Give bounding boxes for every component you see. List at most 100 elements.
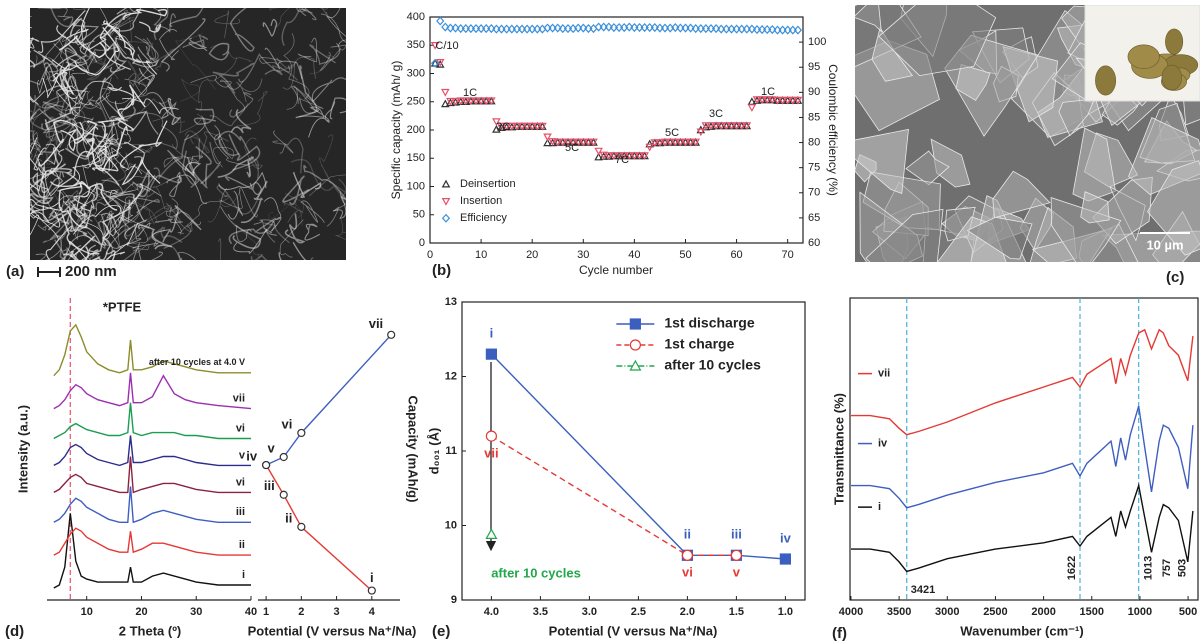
flake bbox=[930, 138, 971, 188]
data-point bbox=[476, 97, 486, 106]
fiber bbox=[123, 9, 168, 21]
x-tick-label: 500 bbox=[1179, 606, 1197, 618]
data-point bbox=[670, 138, 680, 147]
fiber bbox=[94, 142, 120, 186]
fiber bbox=[31, 202, 61, 228]
fiber bbox=[169, 8, 204, 28]
fiber bbox=[128, 144, 153, 154]
data-point bbox=[737, 122, 747, 131]
fiber bbox=[42, 203, 80, 232]
fiber bbox=[261, 220, 290, 244]
x-tick-label: 3500 bbox=[887, 606, 911, 618]
x-tick-label: 70 bbox=[782, 249, 794, 261]
scale-bar-label: 200 nm bbox=[65, 263, 117, 280]
fiber bbox=[268, 8, 290, 28]
data-point bbox=[619, 152, 629, 160]
fiber bbox=[225, 176, 263, 196]
fiber bbox=[121, 97, 179, 114]
x-tick-label: 40 bbox=[245, 606, 257, 618]
sem-image-a bbox=[30, 8, 346, 260]
fiber bbox=[92, 152, 128, 199]
fiber bbox=[319, 134, 334, 184]
series-line bbox=[53, 435, 251, 467]
series-line bbox=[53, 372, 252, 410]
fiber bbox=[62, 251, 108, 260]
fiber bbox=[44, 104, 72, 138]
data-point bbox=[543, 133, 552, 142]
fiber bbox=[30, 169, 55, 192]
fiber bbox=[30, 137, 47, 171]
data-point bbox=[655, 139, 665, 147]
peak-label: 1013 bbox=[1143, 556, 1155, 580]
fiber bbox=[187, 138, 204, 165]
data-point bbox=[573, 138, 583, 147]
fiber bbox=[87, 210, 106, 229]
fiber bbox=[30, 182, 61, 207]
y2-tick-label: 70 bbox=[808, 187, 820, 199]
fiber bbox=[103, 211, 131, 247]
flake bbox=[871, 26, 914, 82]
sample-chunk bbox=[1127, 44, 1160, 69]
legend-label: 1st charge bbox=[664, 336, 734, 352]
data-point bbox=[440, 99, 450, 108]
annotation: *PTFE bbox=[103, 299, 142, 314]
fiber bbox=[300, 200, 325, 224]
data-point bbox=[614, 152, 624, 160]
fiber bbox=[231, 220, 264, 258]
fiber bbox=[217, 130, 251, 156]
fiber bbox=[120, 120, 168, 169]
data-point bbox=[767, 96, 777, 105]
data-point bbox=[757, 96, 767, 105]
fiber bbox=[171, 131, 229, 164]
data-point bbox=[481, 97, 491, 106]
series-line bbox=[265, 334, 392, 466]
fiber bbox=[292, 171, 322, 199]
fiber bbox=[30, 107, 59, 127]
fiber bbox=[273, 130, 294, 154]
data-point bbox=[297, 522, 306, 531]
data-point bbox=[522, 122, 532, 131]
fiber bbox=[283, 33, 310, 100]
data-point bbox=[461, 97, 471, 106]
y-tick-label: 11 bbox=[445, 445, 457, 457]
data-point bbox=[262, 460, 271, 470]
fiber bbox=[74, 24, 87, 50]
fiber bbox=[57, 126, 99, 188]
y2-tick-label: 90 bbox=[808, 86, 820, 98]
data-point bbox=[609, 152, 619, 160]
fiber bbox=[146, 226, 183, 244]
fiber bbox=[98, 118, 135, 138]
fiber bbox=[229, 8, 255, 52]
data-point bbox=[446, 97, 455, 106]
x-tick-label: 2000 bbox=[1031, 606, 1055, 618]
fiber bbox=[72, 133, 115, 186]
point-label: ii bbox=[684, 527, 691, 542]
fiber bbox=[128, 18, 159, 64]
data-point bbox=[568, 138, 578, 147]
annotation: 7C bbox=[615, 154, 629, 166]
series-label: vi bbox=[236, 422, 245, 434]
fiber bbox=[37, 8, 70, 18]
fiber bbox=[106, 222, 139, 260]
data-point bbox=[691, 138, 701, 147]
fiber bbox=[65, 90, 94, 121]
fiber bbox=[72, 205, 122, 235]
data-point bbox=[793, 96, 803, 105]
data-point bbox=[279, 490, 288, 499]
legend-label: Insertion bbox=[460, 195, 502, 207]
data-point bbox=[640, 152, 649, 160]
series-line bbox=[851, 405, 1194, 509]
fiber bbox=[135, 174, 160, 214]
y-tick-label: 12 bbox=[445, 370, 457, 382]
data-point bbox=[584, 138, 593, 147]
fiber bbox=[43, 61, 89, 84]
point-label: iv bbox=[780, 530, 792, 545]
fiber bbox=[63, 118, 90, 160]
fiber bbox=[42, 219, 73, 243]
data-point bbox=[436, 16, 445, 26]
fiber bbox=[179, 188, 227, 235]
fiber bbox=[308, 101, 336, 138]
data-point bbox=[451, 97, 460, 106]
point-label: i bbox=[490, 326, 494, 341]
y-axis-label: Transmittance (%) bbox=[831, 393, 846, 505]
